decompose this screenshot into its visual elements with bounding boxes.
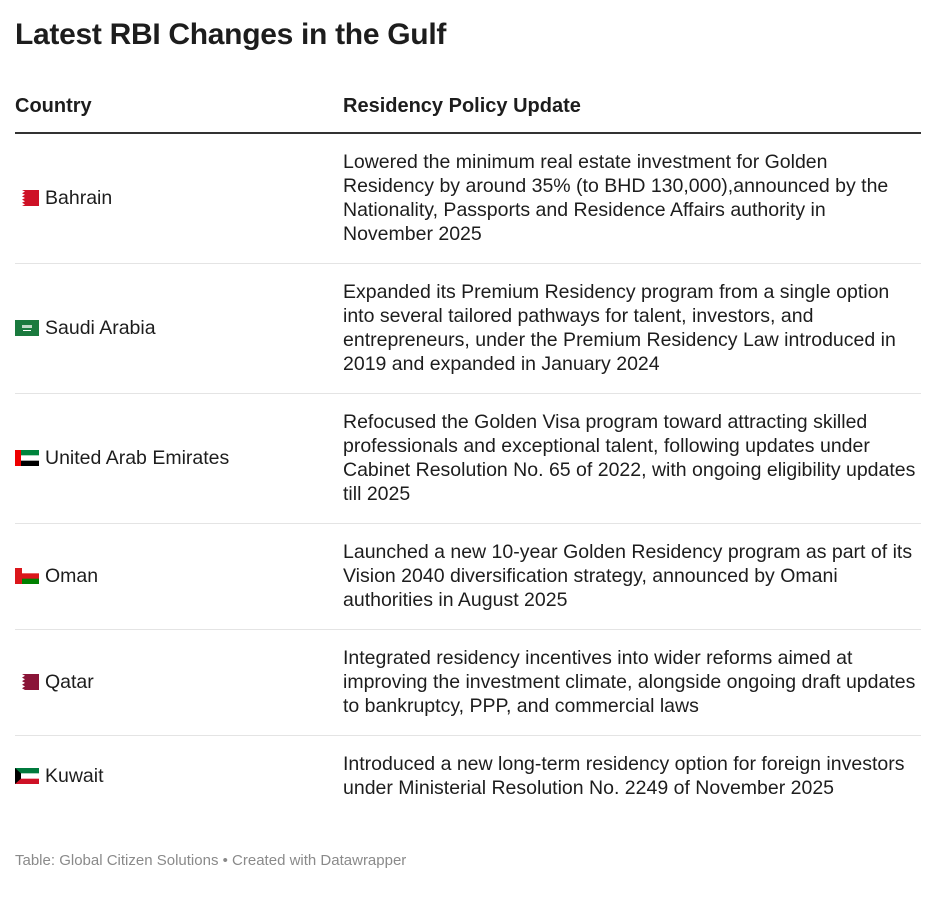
flag-oman-icon (15, 568, 39, 584)
header-row: Country Residency Policy Update (15, 94, 921, 134)
flag-qatar-icon (15, 674, 39, 690)
country-cell: Saudi Arabia (15, 263, 343, 394)
datawrapper-table: Latest RBI Changes in the Gulf Country R… (15, 18, 921, 869)
flag-bahrain-icon (15, 190, 39, 206)
country-cell: Bahrain (15, 133, 343, 264)
source-note: Table: Global Citizen Solutions (15, 852, 219, 869)
policy-update-cell: Expanded its Premium Residency program f… (343, 263, 921, 394)
policy-update-cell: Introduced a new long-term residency opt… (343, 753, 905, 799)
country-name: Bahrain (45, 187, 113, 209)
footer-separator: • (218, 852, 233, 869)
country-name: Kuwait (45, 765, 104, 787)
table-row: United Arab Emirates Refocused the Golden… (15, 393, 921, 524)
policy-update-cell: Refocused the Golden Visa program toward… (343, 393, 921, 524)
table-title: Latest RBI Changes in the Gulf (15, 18, 447, 51)
country-name: Saudi Arabia (45, 317, 156, 339)
flag-saudi-arabia-icon (15, 320, 39, 336)
country-name: United Arab Emirates (45, 447, 230, 469)
table-row: Qatar Integrated residency incentives int… (15, 629, 921, 736)
column-header-country[interactable]: Country (15, 94, 343, 134)
datawrapper-credit-link[interactable]: Created with Datawrapper (232, 852, 407, 869)
country-cell: Qatar (15, 629, 343, 736)
table-row: Saudi Arabia Expanded its Premium Residen… (15, 263, 921, 394)
country-cell: United Arab Emirates (15, 393, 343, 524)
policy-update-cell: Launched a new 10-year Golden Residency … (343, 523, 921, 630)
country-cell: Oman (15, 523, 343, 630)
table-row: Kuwait Introduced a new long-term residen… (15, 736, 921, 818)
column-header-update[interactable]: Residency Policy Update (343, 94, 921, 134)
country-cell: Kuwait (15, 736, 343, 818)
country-name: Qatar (45, 671, 94, 693)
policy-update-cell: Lowered the minimum real estate investme… (343, 133, 921, 264)
policy-update-cell: Integrated residency incentives into wid… (343, 629, 921, 736)
flag-uae-icon (15, 450, 39, 466)
table-row: Bahrain Lowered the minimum real estate i… (15, 133, 921, 264)
flag-kuwait-icon (15, 768, 39, 784)
country-name: Oman (45, 565, 99, 587)
policy-table: Country Residency Policy Update Bahrain L… (15, 94, 921, 817)
footer: Table: Global Citizen Solutions • Create… (15, 852, 921, 869)
table-row: Oman Launched a new 10-year Golden Reside… (15, 523, 921, 630)
